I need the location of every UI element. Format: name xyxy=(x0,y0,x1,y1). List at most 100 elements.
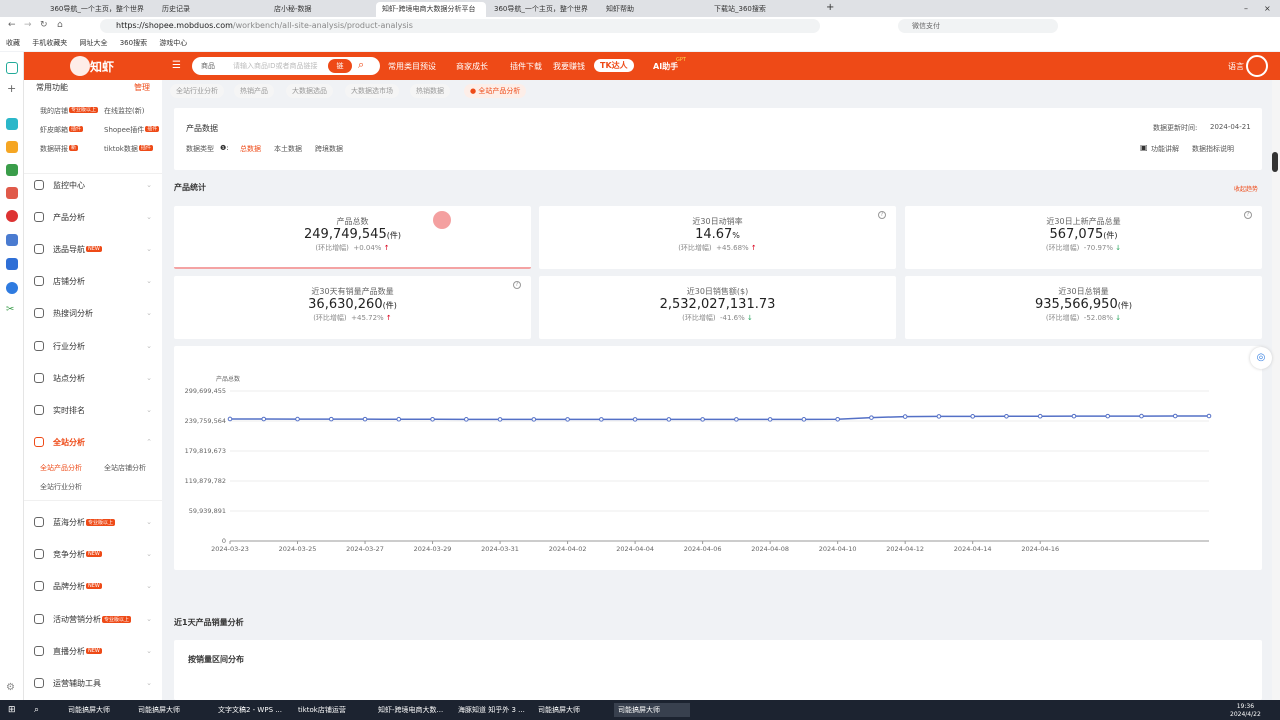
bookmark[interactable]: 360搜索 xyxy=(119,39,148,47)
clock[interactable]: 19:36 2024/4/22 xyxy=(1226,701,1265,718)
sidebar-item[interactable]: 站点分析 ⌄ xyxy=(34,370,156,386)
star-icon[interactable] xyxy=(6,141,18,153)
start-icon[interactable]: ⊞ xyxy=(8,705,16,715)
sidebar-item[interactable]: 直播分析 NEW ⌄ xyxy=(34,643,156,659)
help-icon[interactable]: ? xyxy=(1244,211,1252,219)
chevron-down-icon[interactable]: ⌄ xyxy=(146,615,152,623)
chevron-down-icon[interactable]: ⌄ xyxy=(146,679,152,687)
sidebar-item[interactable]: 运营辅助工具 ⌄ xyxy=(34,675,156,691)
stat-card[interactable]: 近30日销售额($) 2,532,027,131.73 (环比增幅) -41.6… xyxy=(539,276,896,339)
browser-tab-active[interactable]: 知虾-跨境电商大数据分析平台 xyxy=(376,2,486,17)
page-scrollbar[interactable] xyxy=(1272,80,1280,700)
taskbar-app[interactable]: 司能搞屏大师 xyxy=(68,706,110,714)
common-item[interactable]: 虾皮邮箱 插件 xyxy=(40,125,84,135)
common-item[interactable]: tiktok数据 插件 xyxy=(104,144,153,154)
new-tab-button[interactable]: + xyxy=(826,2,835,13)
browser-tab[interactable]: 历史记录 xyxy=(162,5,190,13)
back-icon[interactable]: ← xyxy=(8,20,16,30)
common-item[interactable]: 在线监控(新) xyxy=(104,106,144,116)
chevron-down-icon[interactable]: ⌄ xyxy=(146,406,152,414)
sidebar-item[interactable]: 行业分析 ⌄ xyxy=(34,338,156,354)
breadcrumb-tab[interactable]: 大数据选品 xyxy=(286,84,333,98)
link-toggle[interactable]: 链 xyxy=(328,59,352,73)
stat-card[interactable]: ? 近30日动销率 14.67% (环比增幅) +45.68% ↑ xyxy=(539,206,896,269)
sidebar-item[interactable]: 活动营销分析 专业版以上 ⌄ xyxy=(34,611,156,627)
app-icon[interactable] xyxy=(6,118,18,130)
taskbar-app[interactable]: 文字文稿2 - WPS ... xyxy=(218,706,282,714)
common-item[interactable]: 我的店铺 专业版以上 xyxy=(40,106,99,116)
stat-card[interactable]: ? 近30日上新产品总量 567,075(件) (环比增幅) -70.97% ↓ xyxy=(905,206,1262,269)
chevron-down-icon[interactable]: ⌄ xyxy=(146,550,152,558)
chevron-down-icon[interactable]: ⌄ xyxy=(146,518,152,526)
sidebar-item[interactable]: 店铺分析 ⌄ xyxy=(34,273,156,289)
submenu-all-site-industry[interactable]: 全站行业分析 xyxy=(40,483,82,491)
browser-tab[interactable]: 下载站_360搜索 xyxy=(714,5,766,13)
menu-icon[interactable]: ☰ xyxy=(172,60,181,71)
search-icon[interactable]: ⌕ xyxy=(358,58,365,71)
search-icon[interactable]: ⌕ xyxy=(34,705,40,715)
collapse-trend-link[interactable]: 收起趋势 xyxy=(1234,186,1259,193)
breadcrumb-tab[interactable]: 大数据选市场 xyxy=(345,84,399,98)
submenu-all-site-product[interactable]: 全站产品分析 xyxy=(40,464,82,472)
bookmark[interactable]: 手机收藏夹 xyxy=(32,39,68,47)
sidebar-item[interactable]: 蓝海分析 专业版以上 ⌄ xyxy=(34,514,156,530)
help-icon[interactable]: ? xyxy=(878,211,886,219)
taskbar-app[interactable]: 知虾-跨境电商大数... xyxy=(378,706,444,714)
breadcrumb-tab[interactable]: 全站行业分析 xyxy=(170,84,224,98)
record-icon[interactable] xyxy=(6,210,18,222)
scrollbar-thumb[interactable] xyxy=(1272,152,1278,172)
data-type-cross-border[interactable]: 跨境数据 xyxy=(315,145,343,153)
nav-earn[interactable]: 我要赚钱 xyxy=(553,62,585,71)
common-item[interactable]: Shopee插件 插件 xyxy=(104,125,160,135)
reload-icon[interactable]: ↻ xyxy=(40,20,48,30)
taskbar-app[interactable]: 司能搞屏大师 xyxy=(614,703,690,717)
app-icon[interactable] xyxy=(6,234,18,246)
ai-assistant-link[interactable]: AI助手 xyxy=(653,62,679,71)
language-select[interactable]: 语言 xyxy=(1228,62,1244,71)
sidebar-item[interactable]: 选品导航 NEW ⌄ xyxy=(34,241,156,257)
sidebar-item[interactable]: 全站分析 ⌃ xyxy=(34,434,156,450)
taskbar-app[interactable]: 海豚知道 知乎外 3 ... xyxy=(458,706,525,714)
float-assistant-icon[interactable]: ◎ xyxy=(1250,347,1272,369)
stat-card[interactable]: ? 近30天有销量产品数量 36,630,260(件) (环比增幅) +45.7… xyxy=(174,276,531,339)
feature-guide-link[interactable]: 功能讲解 xyxy=(1151,145,1179,153)
forward-icon[interactable]: → xyxy=(24,20,32,30)
nav-category-preset[interactable]: 常用类目预设 xyxy=(388,62,436,71)
common-item[interactable]: 数据研报新 xyxy=(40,144,79,154)
chevron-down-icon[interactable]: ⌄ xyxy=(146,582,152,590)
sidebar-item[interactable]: 产品分析 ⌄ xyxy=(34,209,156,225)
app-icon[interactable] xyxy=(6,282,18,294)
sidebar-item[interactable]: 热搜词分析 ⌄ xyxy=(34,305,156,321)
taskbar-app[interactable]: tiktok店铺运营 xyxy=(298,706,346,714)
manage-link[interactable]: 管理 xyxy=(134,83,150,92)
browser-tab[interactable]: 360导航_一个主页，整个世界 xyxy=(494,5,588,13)
chevron-down-icon[interactable]: ⌄ xyxy=(146,374,152,382)
breadcrumb-tab-active[interactable]: ● 全站产品分析 xyxy=(464,84,527,98)
browser-tab[interactable]: 360导航_一个主页，整个世界 xyxy=(50,5,144,13)
stat-card[interactable]: 产品总数 249,749,545(件) (环比增幅) +0.04% ↑ xyxy=(174,206,531,269)
chevron-down-icon[interactable]: ⌄ xyxy=(146,647,152,655)
bookmark[interactable]: 游戏中心 xyxy=(159,39,188,47)
submenu-all-site-shop[interactable]: 全站店铺分析 xyxy=(104,464,146,472)
help-icon[interactable]: ? xyxy=(513,281,521,289)
browser-tab[interactable]: 知虾帮助 xyxy=(606,5,634,13)
sidebar-item[interactable]: 实时排名 ⌄ xyxy=(34,402,156,418)
help-icon[interactable]: ❶: xyxy=(220,144,229,152)
tk-influencer-button[interactable]: TK达人 xyxy=(594,59,634,72)
breadcrumb-tab[interactable]: 热销产品 xyxy=(234,84,274,98)
chevron-down-icon[interactable]: ⌄ xyxy=(146,342,152,350)
bookmark[interactable]: 收藏 xyxy=(6,39,20,47)
data-type-total[interactable]: 总数据 xyxy=(240,145,261,153)
chevron-up-icon[interactable]: ⌃ xyxy=(146,438,152,446)
chevron-down-icon[interactable]: ⌄ xyxy=(146,309,152,317)
chevron-down-icon[interactable]: ⌄ xyxy=(146,245,152,253)
minimize-button[interactable]: – xyxy=(1244,4,1248,13)
chevron-down-icon[interactable]: ⌄ xyxy=(146,181,152,189)
nav-merchant-growth[interactable]: 商家成长 xyxy=(456,62,488,71)
close-window-button[interactable]: × xyxy=(1264,4,1271,13)
taskbar-app[interactable]: 司能搞屏大师 xyxy=(538,706,580,714)
sidebar-item[interactable]: 监控中心 ⌄ xyxy=(34,177,156,193)
bookmark[interactable]: 网址大全 xyxy=(79,39,108,47)
browser-search-input[interactable]: 微信支付 xyxy=(898,19,1058,33)
chevron-down-icon[interactable]: ⌄ xyxy=(146,277,152,285)
